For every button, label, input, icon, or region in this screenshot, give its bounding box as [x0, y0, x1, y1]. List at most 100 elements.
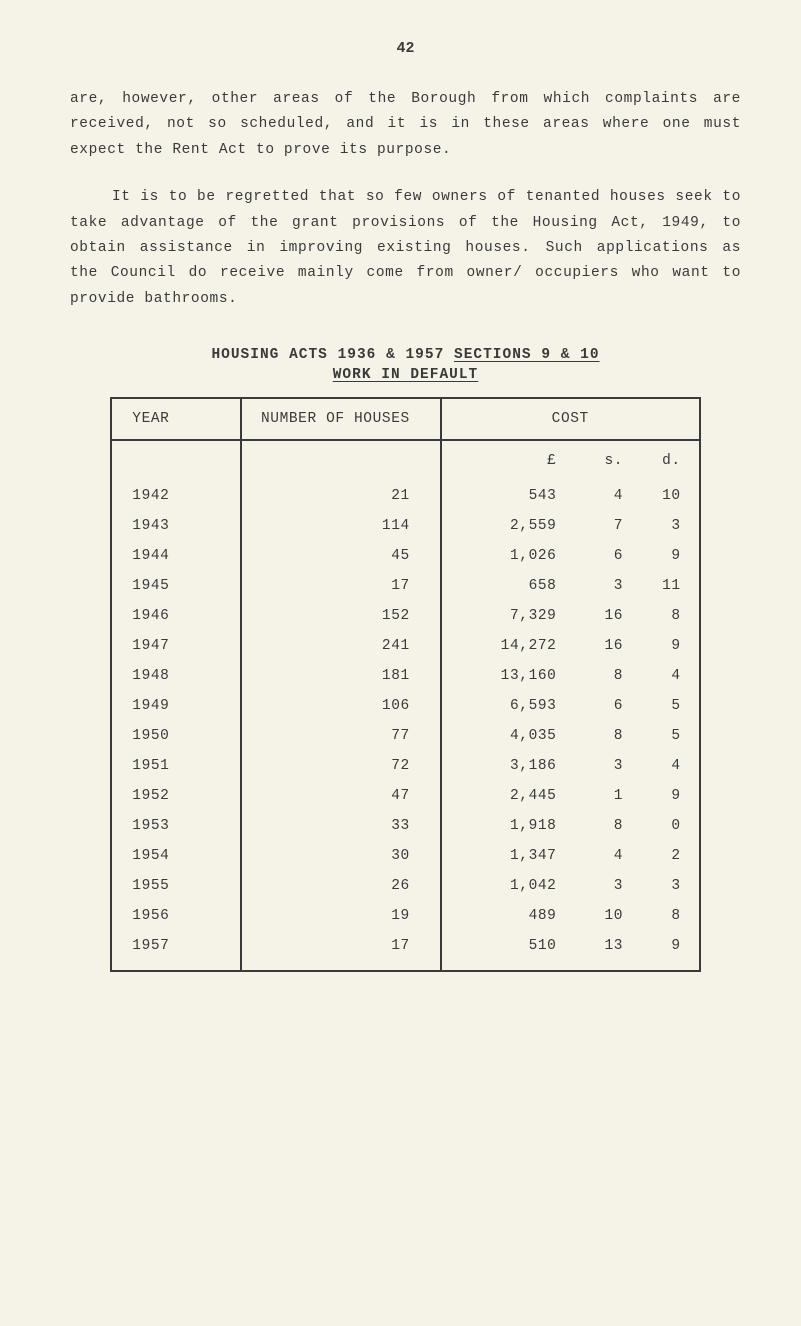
cell-year: 1946: [111, 601, 240, 631]
cell-houses: 77: [241, 721, 441, 751]
header-cost: COST: [441, 398, 700, 440]
table-row: 194724114,272169: [111, 631, 699, 661]
cell-cost-pounds: 1,918: [441, 811, 559, 841]
cell-cost-pounds: 3,186: [441, 751, 559, 781]
cell-houses: 72: [241, 751, 441, 781]
cell-cost-pence: 5: [629, 721, 700, 751]
cell-cost-pounds: 14,272: [441, 631, 559, 661]
table-row: 1952472,44519: [111, 781, 699, 811]
cell-houses: 33: [241, 811, 441, 841]
header-year: YEAR: [111, 398, 240, 440]
cell-houses: 26: [241, 871, 441, 901]
table-row: 1951723,18634: [111, 751, 699, 781]
cell-cost-shillings: 8: [558, 811, 629, 841]
cell-cost-pence: 5: [629, 691, 700, 721]
cell-cost-shillings: 8: [558, 721, 629, 751]
cell-cost-pounds: 1,042: [441, 871, 559, 901]
cell-year: 1954: [111, 841, 240, 871]
cell-year: 1943: [111, 511, 240, 541]
cell-year: 1942: [111, 481, 240, 511]
cell-cost-shillings: 3: [558, 871, 629, 901]
cell-cost-pence: 9: [629, 631, 700, 661]
cell-cost-pounds: 489: [441, 901, 559, 931]
cell-houses: 45: [241, 541, 441, 571]
cell-houses: 241: [241, 631, 441, 661]
housing-table: YEAR NUMBER OF HOUSES COST £ s. d. 19422…: [110, 397, 700, 972]
cell-cost-pence: 2: [629, 841, 700, 871]
cell-houses: 19: [241, 901, 441, 931]
cell-houses: 181: [241, 661, 441, 691]
currency-shilling: s.: [558, 440, 629, 481]
cell-cost-shillings: 8: [558, 661, 629, 691]
table-row: 1950774,03585: [111, 721, 699, 751]
cell-cost-shillings: 3: [558, 571, 629, 601]
cell-houses: 152: [241, 601, 441, 631]
cell-year: 1953: [111, 811, 240, 841]
cell-houses: 17: [241, 931, 441, 971]
cell-year: 1951: [111, 751, 240, 781]
cell-cost-pounds: 2,445: [441, 781, 559, 811]
cell-cost-pence: 4: [629, 661, 700, 691]
cell-cost-pence: 9: [629, 781, 700, 811]
table-row: 19461527,329168: [111, 601, 699, 631]
cell-cost-shillings: 1: [558, 781, 629, 811]
cell-houses: 106: [241, 691, 441, 721]
cell-cost-shillings: 6: [558, 541, 629, 571]
cell-year: 1945: [111, 571, 240, 601]
table-row: 19491066,59365: [111, 691, 699, 721]
cell-cost-shillings: 7: [558, 511, 629, 541]
cell-cost-pence: 0: [629, 811, 700, 841]
cell-cost-pounds: 1,026: [441, 541, 559, 571]
cell-cost-pounds: 6,593: [441, 691, 559, 721]
cell-cost-pence: 10: [629, 481, 700, 511]
cell-cost-pence: 4: [629, 751, 700, 781]
cell-houses: 21: [241, 481, 441, 511]
cell-cost-pounds: 7,329: [441, 601, 559, 631]
cell-year: 1950: [111, 721, 240, 751]
cell-cost-pence: 9: [629, 541, 700, 571]
table-row: 1944451,02669: [111, 541, 699, 571]
cell-cost-pounds: 4,035: [441, 721, 559, 751]
cell-cost-shillings: 16: [558, 601, 629, 631]
cell-year: 1947: [111, 631, 240, 661]
cell-houses: 30: [241, 841, 441, 871]
table-row: 194517658311: [111, 571, 699, 601]
cell-year: 1949: [111, 691, 240, 721]
cell-cost-shillings: 10: [558, 901, 629, 931]
currency-blank-year: [111, 440, 240, 481]
cell-cost-pounds: 2,559: [441, 511, 559, 541]
cell-cost-shillings: 13: [558, 931, 629, 971]
table-header-row: YEAR NUMBER OF HOUSES COST: [111, 398, 699, 440]
section-title-prefix: HOUSING ACTS 1936 & 1957: [211, 347, 454, 363]
paragraph-1: are, however, other areas of the Borough…: [70, 87, 741, 163]
cell-cost-pence: 8: [629, 901, 700, 931]
table-row: 1955261,04233: [111, 871, 699, 901]
cell-cost-shillings: 3: [558, 751, 629, 781]
cell-houses: 47: [241, 781, 441, 811]
cell-cost-pence: 8: [629, 601, 700, 631]
cell-cost-pounds: 510: [441, 931, 559, 971]
cell-year: 1955: [111, 871, 240, 901]
document-page: 42 are, however, other areas of the Boro…: [0, 0, 801, 1326]
cell-cost-pounds: 543: [441, 481, 559, 511]
table-row: 195717510139: [111, 931, 699, 971]
cell-cost-pence: 11: [629, 571, 700, 601]
currency-pound: £: [441, 440, 559, 481]
cell-year: 1944: [111, 541, 240, 571]
table-body: £ s. d. 19422154341019431142,55973194445…: [111, 440, 699, 971]
cell-cost-pence: 9: [629, 931, 700, 971]
cell-cost-pounds: 13,160: [441, 661, 559, 691]
section-title-underlined: SECTIONS 9 & 10: [454, 347, 600, 363]
cell-cost-shillings: 4: [558, 841, 629, 871]
page-number: 42: [70, 40, 741, 57]
cell-year: 1957: [111, 931, 240, 971]
paragraph-2: It is to be regretted that so few owners…: [70, 185, 741, 312]
cell-year: 1948: [111, 661, 240, 691]
cell-cost-shillings: 4: [558, 481, 629, 511]
cell-cost-pounds: 1,347: [441, 841, 559, 871]
cell-cost-pence: 3: [629, 871, 700, 901]
table-row: 194818113,16084: [111, 661, 699, 691]
table-row: 1954301,34742: [111, 841, 699, 871]
table-row: 194221543410: [111, 481, 699, 511]
cell-cost-shillings: 16: [558, 631, 629, 661]
